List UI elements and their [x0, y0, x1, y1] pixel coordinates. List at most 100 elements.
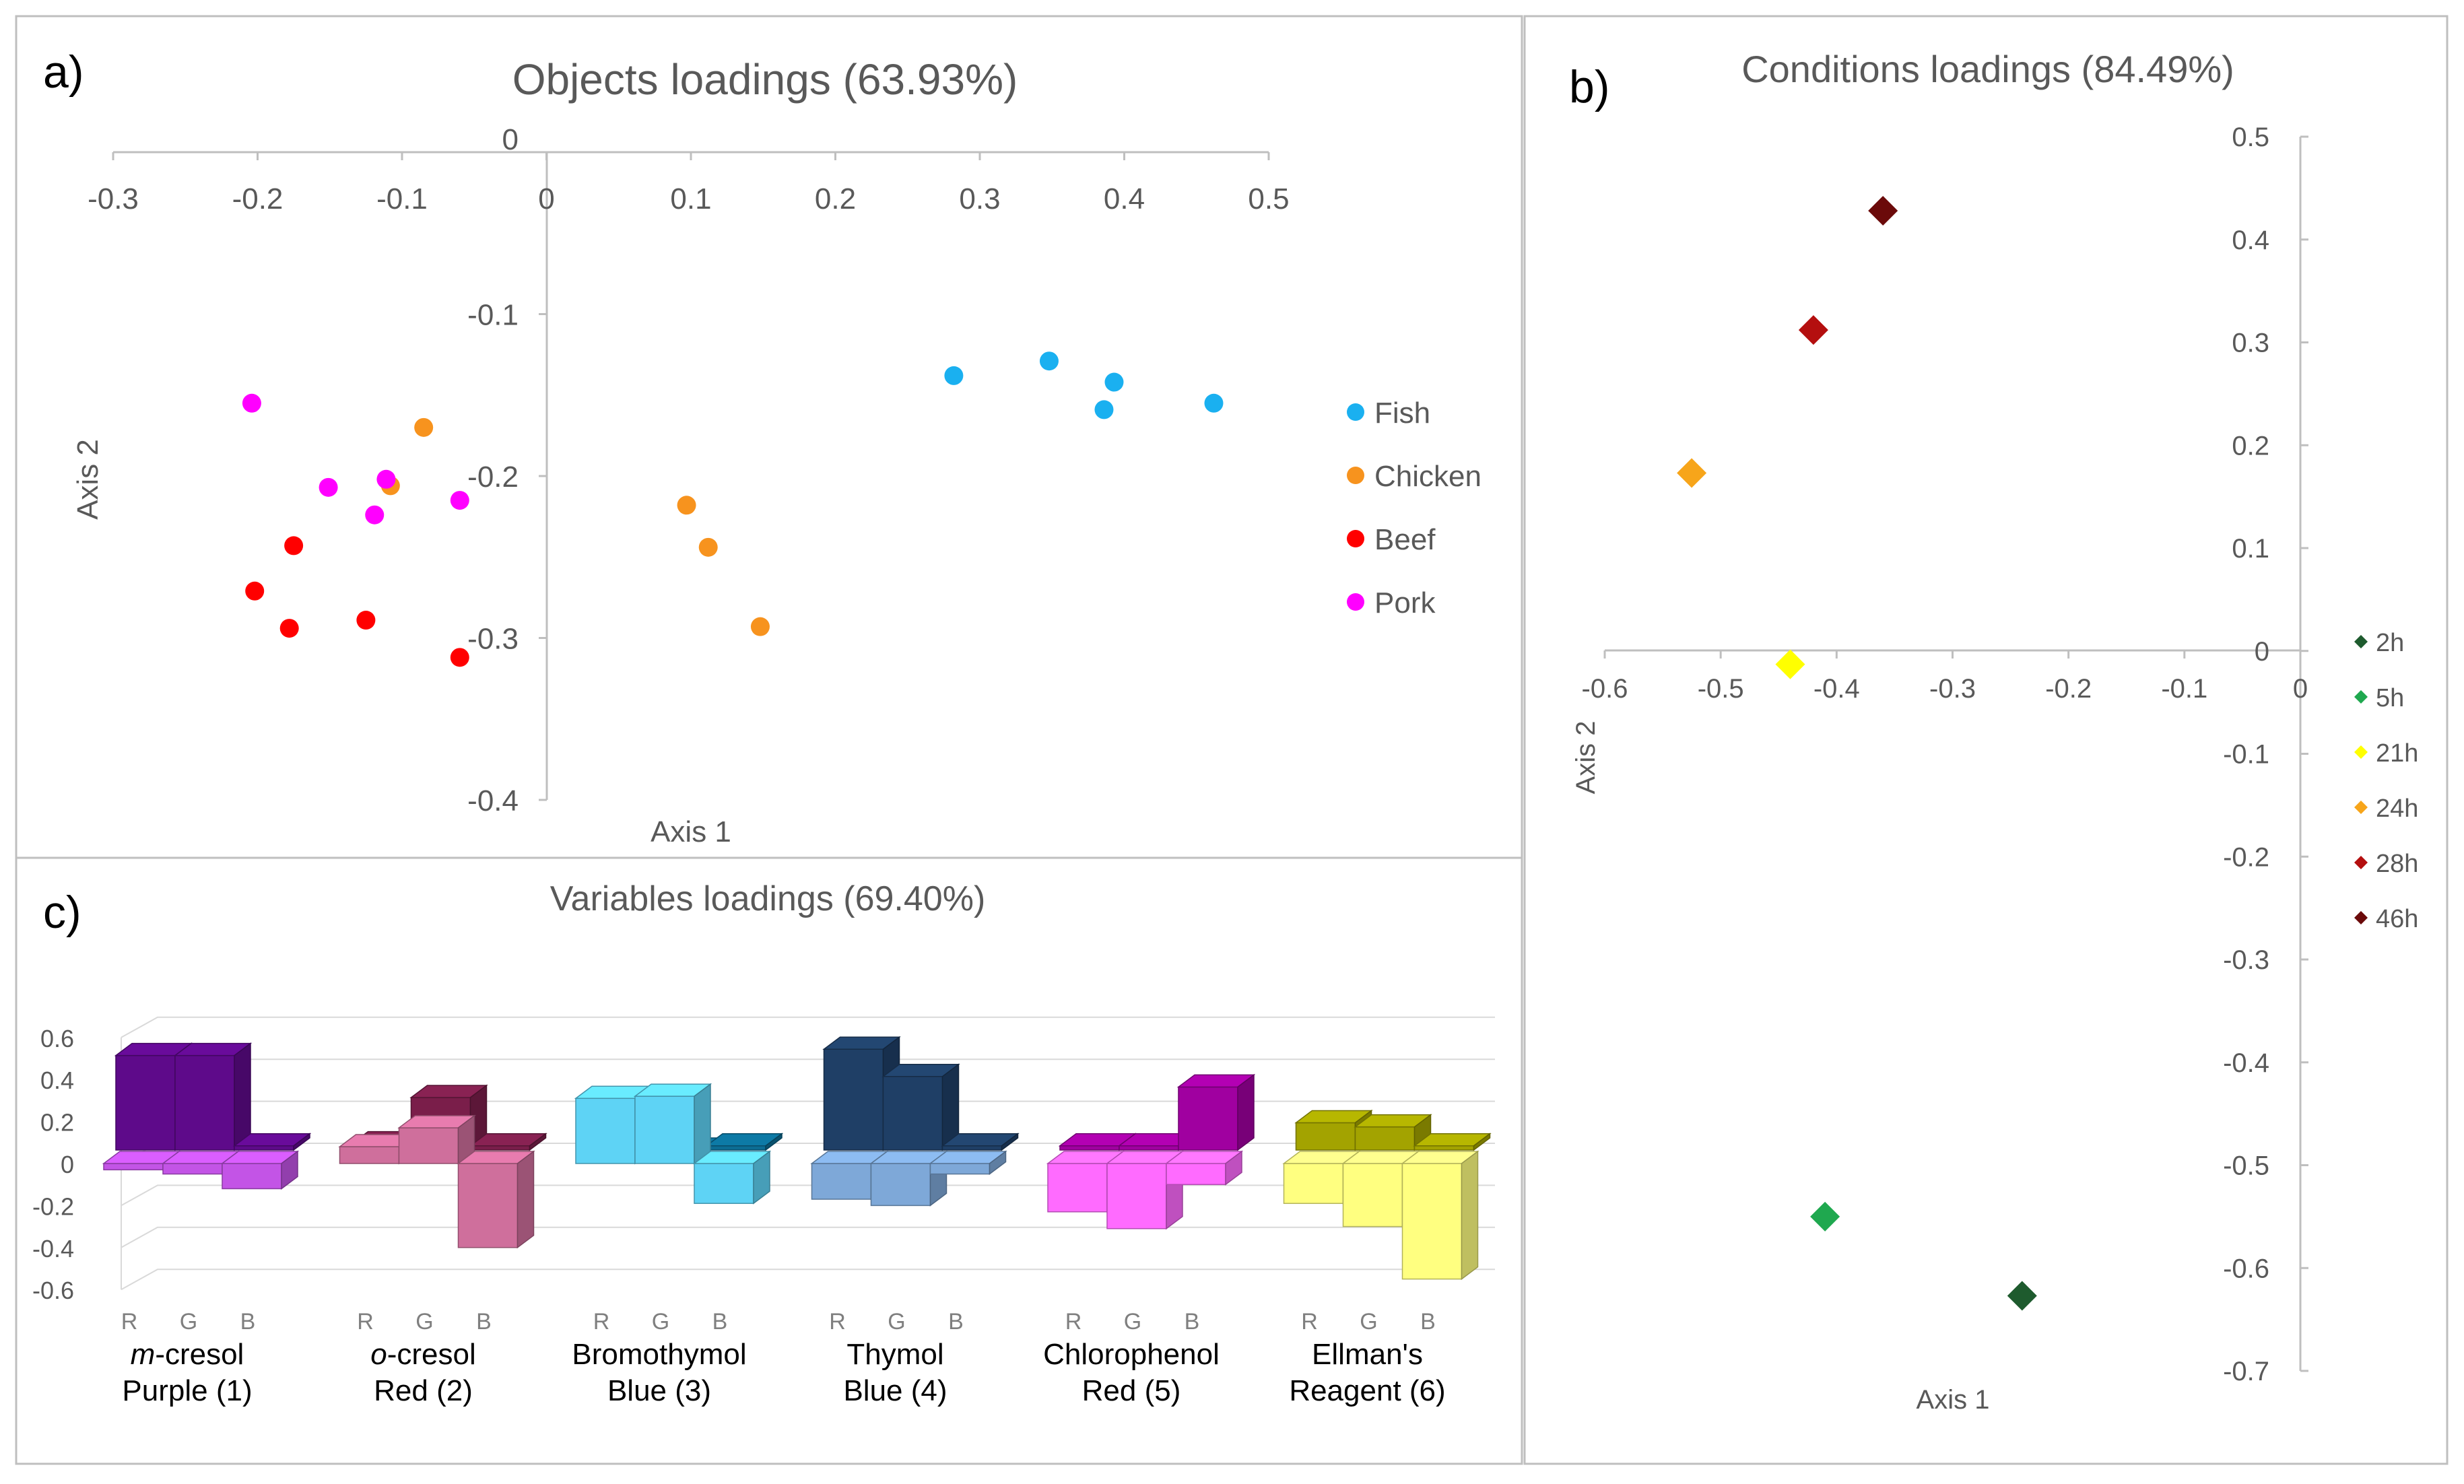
conditions-y-tick-label: 0.2	[2232, 431, 2269, 461]
variables-group-label-line2: Red (5)	[1082, 1374, 1181, 1407]
objects-point-pork	[319, 477, 338, 497]
variables-bar-back-6-b	[1413, 1133, 1492, 1151]
conditions-y-tick-label: -0.6	[2223, 1254, 2269, 1283]
variables-bar-front-2-g	[397, 1114, 476, 1165]
conditions-point-2h	[2007, 1281, 2037, 1311]
variables-bar-front-3-g	[633, 1083, 712, 1165]
variables-bar-front-4-b	[929, 1150, 1007, 1176]
conditions-y-tick-label: 0.4	[2232, 226, 2269, 255]
variables-bar-back-5-b	[1176, 1073, 1256, 1151]
variables-bar-front-1-b	[220, 1150, 300, 1190]
variables-group-label-line1: Chlorophenol	[1043, 1338, 1220, 1371]
conditions-loadings-panel: b) Conditions loadings (84.49%) -0.6 -0.5…	[1569, 48, 2418, 1415]
variables-channel-label: B	[1420, 1309, 1436, 1335]
conditions-x-tick-label: -0.3	[1929, 674, 1976, 704]
variables-bar-back-4-g	[881, 1063, 960, 1151]
variables-y-tick-label: 0	[61, 1151, 74, 1178]
conditions-x-tick-label: -0.5	[1698, 674, 1744, 704]
objects-legend-label-chicken: Chicken	[1374, 460, 1481, 493]
objects-point-beef	[450, 648, 469, 667]
variables-channel-label: B	[476, 1309, 492, 1335]
variables-channel-label: G	[652, 1309, 669, 1335]
variables-bar-back-6-g	[1354, 1114, 1432, 1151]
objects-point-fish	[1104, 372, 1124, 392]
objects-x-tick-label: -0.3	[88, 182, 139, 215]
conditions-point-28h	[1798, 315, 1828, 345]
conditions-legend-marker-24h	[2354, 801, 2368, 814]
objects-legend-marker-chicken	[1347, 467, 1364, 484]
objects-point-chicken	[698, 537, 718, 557]
variables-channel-label: G	[888, 1309, 905, 1335]
variables-bar-front-2-b	[457, 1150, 535, 1249]
panel-c-frame	[15, 856, 1523, 1465]
objects-x-tick-label: -0.1	[376, 182, 428, 215]
variables-gridline	[121, 1016, 1495, 1038]
variables-y-tick-label: -0.4	[32, 1235, 74, 1262]
panel-b-frame	[1523, 15, 2449, 1465]
objects-y-tick-label: -0.3	[467, 623, 519, 656]
variables-gridline	[121, 1100, 1495, 1122]
objects-point-pork	[376, 469, 396, 489]
variables-channel-label: R	[357, 1309, 374, 1335]
variables-bar-back-1-b	[232, 1133, 312, 1151]
variables-bar-back-6-r	[1294, 1109, 1373, 1151]
conditions-y-tick-label: -0.3	[2223, 945, 2269, 975]
objects-x-tick-label: 0	[538, 182, 554, 215]
objects-point-pork	[242, 393, 261, 413]
objects-point-fish	[1094, 400, 1114, 419]
objects-x-axis-title: Axis 1	[651, 815, 731, 848]
objects-y-tick-label: 0	[502, 123, 519, 156]
conditions-x-tick-label: -0.2	[2045, 674, 2092, 704]
conditions-point-5h	[1810, 1201, 1840, 1232]
objects-x-tick-label: 0.4	[1104, 182, 1145, 215]
variables-channel-label: B	[712, 1309, 728, 1335]
conditions-x-axis-title: Axis 1	[1917, 1385, 1990, 1415]
conditions-y-tick-label: -0.1	[2223, 740, 2269, 770]
variables-channel-label: B	[948, 1309, 964, 1335]
panel-a-frame	[15, 15, 1523, 859]
conditions-x-tick-label: -0.4	[1813, 674, 1860, 704]
variables-group-label-line2: Blue (4)	[843, 1374, 947, 1407]
variables-channel-label: B	[240, 1309, 256, 1335]
objects-chart-title: Objects loadings (63.93%)	[512, 55, 1018, 104]
conditions-legend-label-46h: 46h	[2376, 905, 2418, 933]
objects-legend-marker-beef	[1347, 530, 1364, 547]
objects-y-tick-label: -0.1	[467, 299, 519, 332]
objects-point-chicken	[677, 496, 696, 515]
objects-point-fish	[1039, 351, 1059, 371]
variables-channel-label: G	[180, 1309, 197, 1335]
objects-point-pork	[450, 491, 469, 510]
conditions-y-tick-label: -0.2	[2223, 842, 2269, 872]
conditions-legend-label-24h: 24h	[2376, 795, 2418, 823]
objects-loadings-panel: a) Objects loadings (63.93%) -0.3 -0.2 -0.…	[43, 46, 1481, 848]
variables-channel-label: R	[121, 1309, 138, 1335]
conditions-legend-label-5h: 5h	[2376, 684, 2404, 712]
variables-group-label-line1: Thymol	[846, 1338, 943, 1371]
variables-bar-back-1-g	[173, 1042, 253, 1151]
variables-channel-label: R	[1301, 1309, 1318, 1335]
conditions-legend: 2h 5h 21h 24h 28h 46h	[2354, 629, 2418, 933]
conditions-y-tick-label: 0.3	[2232, 329, 2269, 358]
objects-y-tick-label: -0.2	[467, 461, 519, 494]
variables-group-label-line1: Ellman's	[1312, 1338, 1423, 1371]
conditions-legend-label-21h: 21h	[2376, 739, 2418, 768]
variables-loadings-panel: c) Variables loadings (69.40%) 0.6 0.4 0.2…	[32, 879, 1495, 1407]
variables-y-tick-label: 0.4	[40, 1067, 74, 1094]
variables-channel-label: R	[593, 1309, 610, 1335]
conditions-y-tick-label: 0.5	[2232, 123, 2269, 152]
conditions-y-tick-label: 0.1	[2232, 534, 2269, 564]
conditions-legend-marker-46h	[2354, 911, 2368, 924]
objects-x-tick-label: 0.1	[670, 182, 711, 215]
variables-channel-label: G	[415, 1309, 433, 1335]
variables-chart-title: Variables loadings (69.40%)	[550, 879, 986, 918]
conditions-legend-marker-5h	[2354, 690, 2368, 704]
variables-group-label-line1: o-cresol	[370, 1338, 476, 1371]
conditions-legend-marker-28h	[2354, 856, 2368, 869]
objects-point-chicken	[750, 617, 770, 636]
objects-y-axis-title: Axis 2	[71, 439, 104, 520]
conditions-x-tick-label: 0	[2293, 674, 2308, 704]
conditions-x-tick-label: -0.1	[2161, 674, 2207, 704]
objects-x-tick-label: -0.2	[232, 182, 284, 215]
conditions-legend-marker-21h	[2354, 745, 2368, 759]
objects-legend-label-beef: Beef	[1374, 523, 1436, 556]
